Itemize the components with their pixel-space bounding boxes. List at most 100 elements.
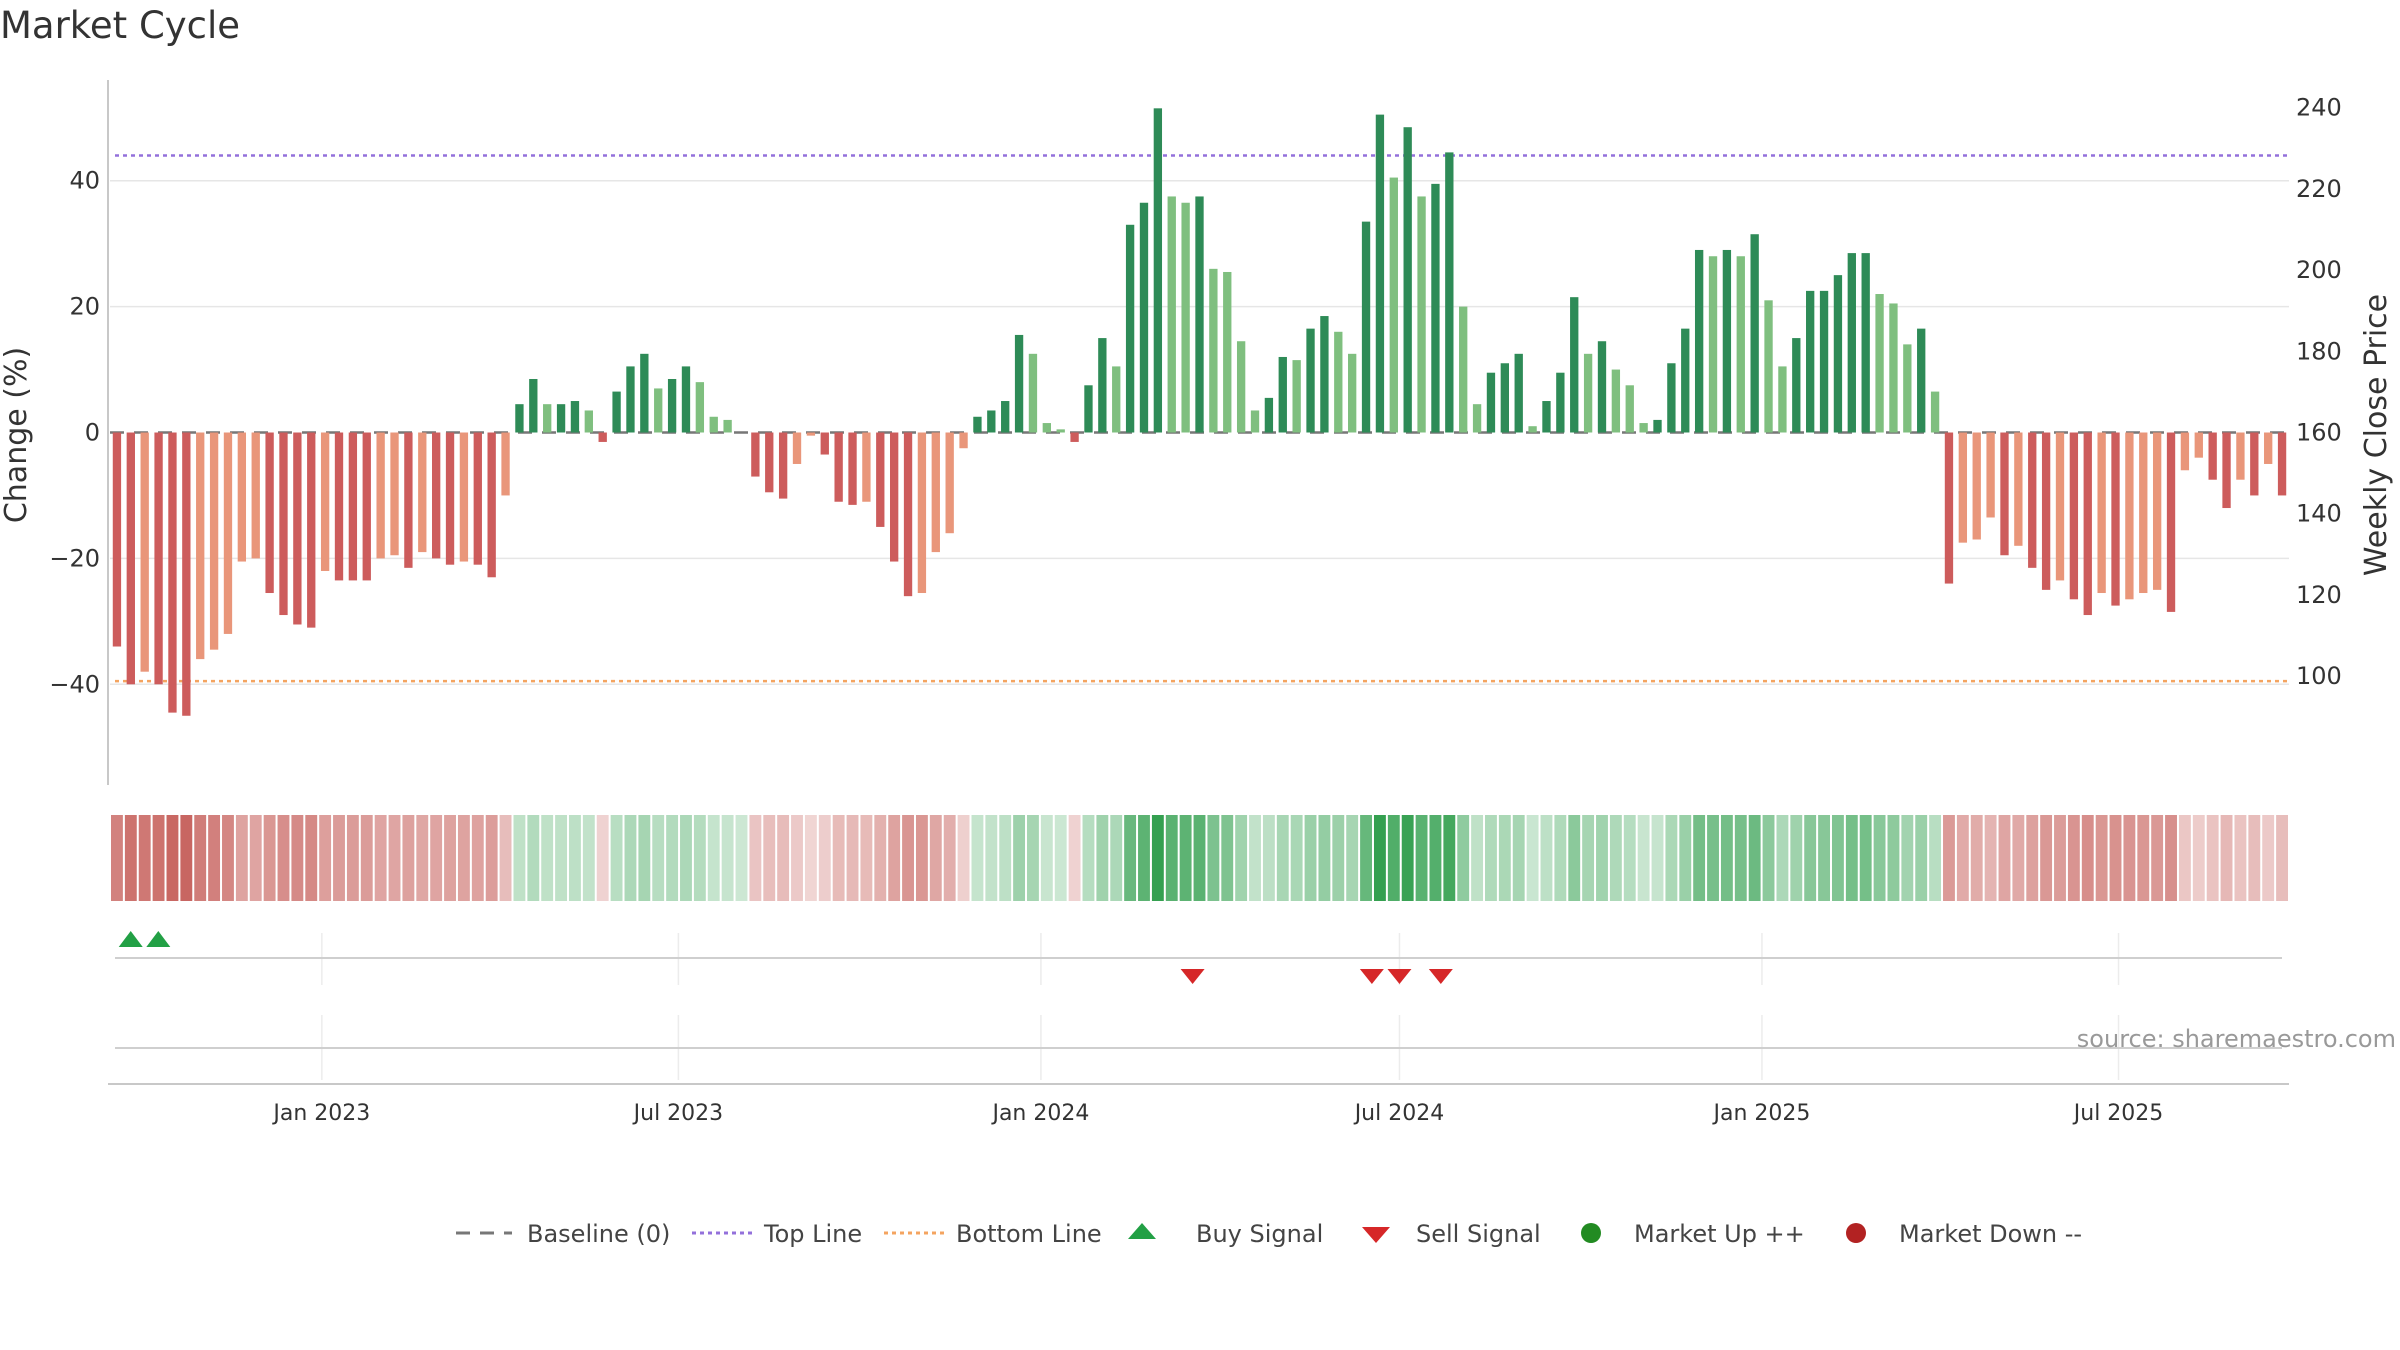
change-bar bbox=[709, 416, 718, 433]
heat-cell bbox=[624, 815, 637, 901]
legend-buy-label: Buy Signal bbox=[1196, 1220, 1323, 1248]
change-bar bbox=[307, 432, 316, 628]
heat-cell bbox=[1665, 815, 1678, 901]
heat-cell bbox=[1387, 815, 1400, 901]
heat-cell bbox=[804, 815, 817, 901]
y-axis-title: Change (%) bbox=[0, 347, 34, 523]
market-up-swatch bbox=[1581, 1223, 1601, 1243]
heat-cell bbox=[1096, 815, 1109, 901]
change-bar bbox=[917, 432, 927, 594]
heat-cell bbox=[957, 815, 970, 901]
heat-cell bbox=[1262, 815, 1275, 901]
x-tick-label: Jul 2023 bbox=[632, 1101, 724, 1126]
x-ticks: Jan 2023 Jul 2023 Jan 2024 Jul 2024 Jan 2025… bbox=[271, 1101, 2163, 1126]
change-bar bbox=[1667, 363, 1676, 433]
heat-cell bbox=[763, 815, 776, 901]
heat-cell bbox=[1249, 815, 1261, 901]
heat-cell bbox=[2220, 815, 2233, 901]
heat-cell bbox=[2137, 815, 2150, 901]
heat-cell bbox=[1068, 815, 1081, 901]
heat-cell bbox=[1124, 815, 1137, 901]
heat-cell bbox=[915, 815, 928, 901]
change-bar bbox=[459, 432, 469, 562]
change-bar bbox=[889, 432, 899, 562]
change-bar bbox=[2055, 432, 2065, 581]
heat-cell bbox=[1360, 815, 1372, 901]
heat-cell bbox=[388, 815, 401, 901]
heat-cell bbox=[1651, 815, 1664, 901]
change-bar bbox=[1431, 183, 1440, 433]
change-bar bbox=[1570, 297, 1579, 433]
change-bar bbox=[1917, 328, 1926, 433]
change-bar bbox=[320, 432, 330, 571]
heat-cell bbox=[596, 815, 609, 901]
heat-cell bbox=[346, 815, 359, 901]
change-bar bbox=[2208, 432, 2217, 480]
change-bar bbox=[1223, 271, 1232, 433]
legend-top-line-label: Top Line bbox=[763, 1220, 862, 1248]
change-bar bbox=[1139, 202, 1149, 433]
change-bar bbox=[1001, 401, 1010, 433]
heat-cell bbox=[1901, 815, 1914, 901]
x-tick-label: Jan 2024 bbox=[990, 1101, 1089, 1126]
change-bar bbox=[2180, 432, 2190, 471]
heat-cell bbox=[1082, 815, 1095, 901]
heat-cell bbox=[1554, 815, 1567, 901]
heat-cell bbox=[846, 815, 859, 901]
heat-cell bbox=[680, 815, 692, 901]
change-bar bbox=[1792, 338, 1801, 433]
heat-cell bbox=[1290, 815, 1303, 901]
heat-cell bbox=[1596, 815, 1608, 901]
change-bar bbox=[2222, 432, 2231, 509]
legend-market-up-label: Market Up ++ bbox=[1634, 1220, 1805, 1248]
change-bar bbox=[1722, 249, 1732, 433]
heat-cell bbox=[2178, 815, 2191, 901]
change-bar bbox=[2166, 432, 2176, 612]
heat-cell bbox=[2109, 815, 2122, 901]
change-bar bbox=[1334, 331, 1343, 433]
change-bar bbox=[279, 432, 288, 616]
change-bar bbox=[1348, 353, 1357, 433]
change-bar bbox=[626, 366, 635, 433]
legend-top-line: Top Line bbox=[692, 1220, 862, 1248]
buy-signal-marker bbox=[146, 931, 171, 947]
change-bar bbox=[1708, 256, 1718, 433]
change-bar bbox=[1972, 432, 1981, 540]
heat-cell bbox=[277, 815, 290, 901]
change-bar bbox=[1042, 423, 1051, 433]
heat-cell bbox=[360, 815, 373, 901]
y2-axis-title: Weekly Close Price bbox=[2359, 294, 2394, 576]
change-bar bbox=[1084, 385, 1093, 433]
y2-tick-label: 160 bbox=[2296, 419, 2342, 447]
change-bar bbox=[1819, 290, 1829, 433]
change-bar bbox=[237, 432, 247, 562]
change-bar bbox=[515, 404, 524, 433]
heat-cell bbox=[569, 815, 581, 901]
sell-signal-swatch bbox=[1362, 1227, 1390, 1243]
heat-cell bbox=[124, 815, 137, 901]
heat-cell bbox=[693, 815, 706, 901]
change-bar bbox=[1361, 221, 1371, 433]
change-bar bbox=[1500, 363, 1510, 433]
change-bar bbox=[487, 432, 496, 578]
y-tick-label: 40 bbox=[69, 167, 100, 195]
change-bar bbox=[431, 432, 441, 559]
heat-cell bbox=[1471, 815, 1484, 901]
change-bar bbox=[209, 432, 219, 650]
y2-tick-label: 100 bbox=[2296, 662, 2342, 690]
change-bar bbox=[1181, 202, 1190, 433]
change-bar bbox=[848, 432, 857, 505]
heat-cell bbox=[2248, 815, 2261, 901]
heat-cell bbox=[2040, 815, 2053, 901]
y2-tick-label: 220 bbox=[2296, 175, 2342, 203]
change-bar bbox=[362, 432, 371, 581]
change-bar bbox=[598, 432, 607, 442]
heat-cell bbox=[707, 815, 720, 901]
change-bar bbox=[945, 432, 954, 534]
change-bar bbox=[2014, 432, 2023, 546]
change-bar bbox=[2000, 432, 2009, 556]
heat-cell bbox=[1831, 815, 1844, 901]
change-bar bbox=[1889, 303, 1898, 433]
heat-cell bbox=[2165, 815, 2177, 901]
